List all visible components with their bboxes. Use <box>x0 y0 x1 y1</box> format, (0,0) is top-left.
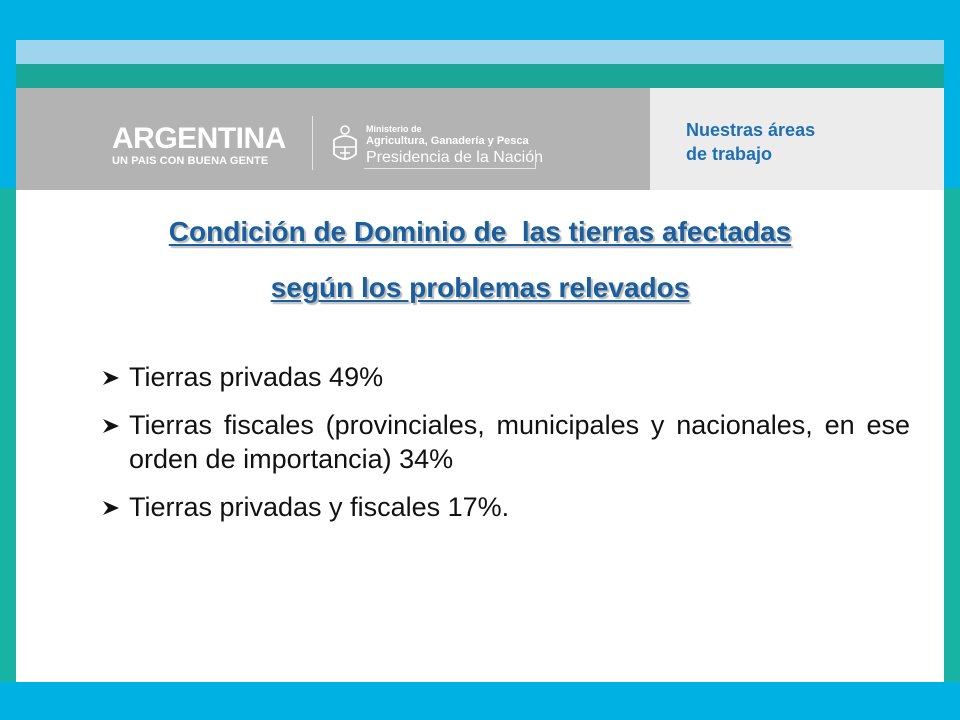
areas-line-1: Nuestras áreas <box>686 120 816 140</box>
slide-title: Condición de Dominio de las tierras afec… <box>40 204 920 316</box>
ministry-tick <box>535 150 536 169</box>
bullet-list: Tierras privadas 49% Tierras fiscales (p… <box>102 360 910 538</box>
ministry-line-1: Ministerio de <box>366 124 422 134</box>
bullet-item: Tierras privadas 49% <box>102 360 910 394</box>
arrow-bullet-icon <box>103 419 119 433</box>
bullet-item: Tierras privadas y fiscales 17%. <box>102 490 910 524</box>
header-areas-panel <box>650 88 944 190</box>
coat-of-arms-icon <box>333 125 357 160</box>
argentina-logo: ARGENTINA UN PAIS CON BUENA GENTE <box>112 124 286 168</box>
logo-slogan: UN PAIS CON BUENA GENTE <box>112 155 269 167</box>
bullet-item: Tierras fiscales (provinciales, municipa… <box>102 408 910 476</box>
bullet-text: Tierras fiscales (provinciales, municipa… <box>129 410 910 474</box>
top-teal-strip <box>16 64 944 88</box>
areas-link[interactable]: Nuestras áreas de trabajo <box>686 118 926 166</box>
logo-divider <box>312 116 313 170</box>
bullet-text: Tierras privadas y fiscales 17%. <box>129 492 510 522</box>
arrow-bullet-icon <box>103 371 119 385</box>
bottom-strip <box>0 682 960 720</box>
title-line-1: Condición de Dominio de las tierras afec… <box>168 216 792 247</box>
ministry-line-2: Agricultura, Ganadería y Pesca <box>366 135 529 147</box>
areas-line-2: de trabajo <box>686 144 773 164</box>
ministry-underline <box>364 168 536 169</box>
bullet-text: Tierras privadas 49% <box>129 362 384 392</box>
top-light-strip <box>16 40 944 64</box>
ministry-line-3: Presidencia de la Nación <box>366 149 543 166</box>
slide-content-area <box>16 190 944 682</box>
ministry-logo: Ministerio de Agricultura, Ganadería y P… <box>366 124 543 168</box>
title-line-2: según los problemas relevados <box>270 272 690 303</box>
arrow-bullet-icon <box>103 501 119 515</box>
header-band <box>16 88 650 190</box>
logo-argentina-text: ARGENTINA <box>112 122 286 155</box>
